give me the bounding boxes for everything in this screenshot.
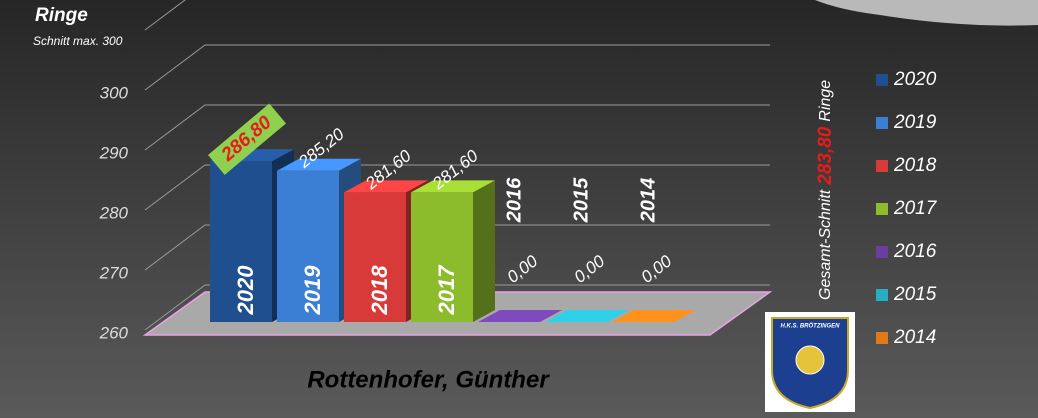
legend-swatch — [876, 117, 888, 129]
legend-swatch — [876, 203, 888, 215]
photo-corner — [815, 0, 1038, 26]
bar-side — [473, 180, 495, 322]
bar — [478, 310, 562, 322]
bar-front — [411, 192, 473, 322]
bar-front — [210, 161, 272, 322]
bar — [411, 180, 495, 322]
legend-label: 2018 — [893, 155, 937, 176]
bar — [545, 310, 629, 322]
grid-line — [144, 104, 770, 151]
y-tick-label: 280 — [99, 203, 129, 222]
annotation: Gesamt-Schnitt 283,80 Ringe — [815, 80, 836, 300]
bar-top — [277, 158, 361, 171]
annotation-part: Ringe — [817, 80, 834, 122]
legend-label: 2016 — [893, 241, 937, 262]
highlight-box — [208, 103, 286, 175]
bar — [612, 310, 696, 322]
chart-title: Ringe — [35, 5, 88, 26]
annotation-part: Gesamt-Schnitt — [817, 189, 834, 300]
chart-subtitle: Schnitt max. 300 — [33, 34, 123, 48]
grid-line — [144, 224, 770, 271]
bar-category-label: 2017 — [434, 264, 459, 316]
legend-swatch — [876, 289, 888, 301]
bar-category-label: 2015 — [570, 177, 592, 223]
legend-swatch — [876, 74, 888, 86]
x-axis-label: Rottenhofer, Günther — [307, 366, 550, 393]
bar-category-label: 2016 — [503, 177, 525, 223]
legend-label: 2017 — [893, 198, 938, 219]
y-tick-label: 300 — [100, 83, 129, 102]
logo: H.K.S. BRÖTZINGEN — [765, 312, 855, 412]
y-tick-label: 290 — [99, 143, 129, 162]
legend-label: 2020 — [893, 69, 937, 90]
logo-emblem — [795, 345, 825, 375]
logo-text: H.K.S. BRÖTZINGEN — [780, 323, 840, 330]
grid-line — [144, 284, 770, 331]
grid-line — [144, 0, 186, 31]
bar-top — [411, 180, 495, 193]
bar-category-label: 2014 — [637, 178, 659, 224]
bar-category-label: 2018 — [367, 265, 392, 316]
bar-top — [612, 310, 696, 322]
bar-top — [478, 310, 562, 322]
bar-front — [344, 192, 406, 322]
annotation-part: 283,80 — [815, 126, 836, 186]
bar-front — [277, 170, 339, 322]
bar-category-label: 2020 — [233, 265, 258, 316]
grid-line — [144, 44, 770, 91]
legend-label: 2014 — [893, 327, 936, 348]
grid-line — [144, 164, 770, 211]
y-tick-label: 260 — [99, 323, 129, 342]
legend-swatch — [876, 332, 888, 344]
bar-category-label: 2019 — [300, 265, 325, 316]
bar-top — [545, 310, 629, 322]
bar-top — [344, 180, 428, 193]
legend-label: 2019 — [893, 112, 937, 133]
y-tick-label: 270 — [99, 263, 129, 282]
legend-swatch — [876, 160, 888, 172]
legend-label: 2015 — [893, 284, 937, 305]
legend-swatch — [876, 246, 888, 258]
